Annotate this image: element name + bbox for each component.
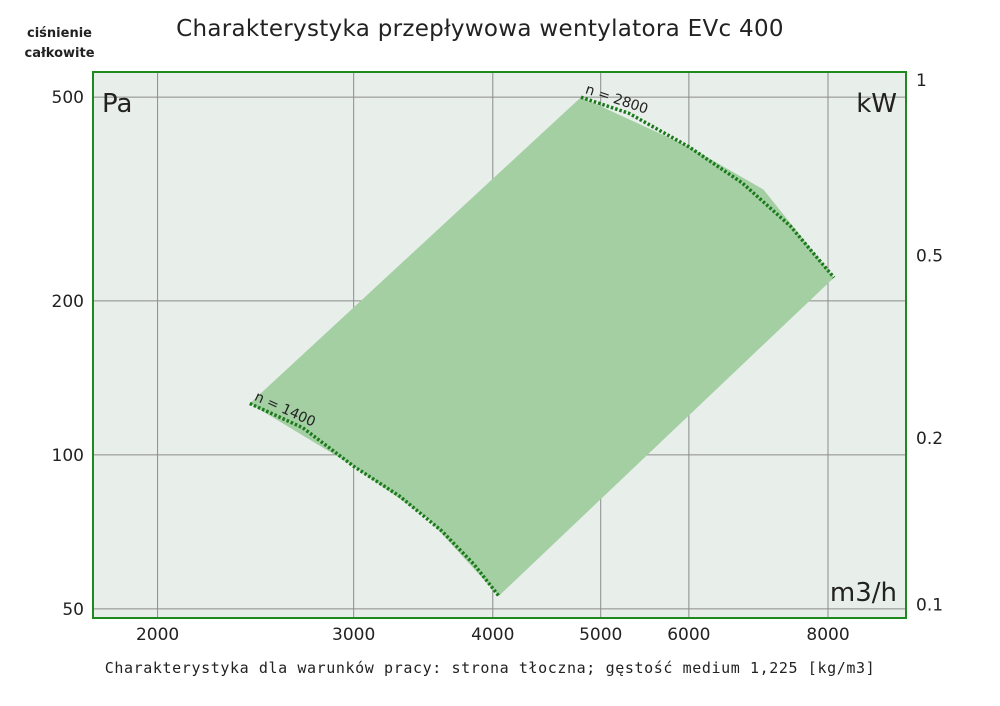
x-tick-label: 3000 bbox=[332, 625, 375, 645]
chart-title: Charakterystyka przepływowa wentylatora … bbox=[176, 16, 784, 42]
y-tick-label: 50 bbox=[62, 600, 84, 620]
y-unit-label: Pa bbox=[102, 89, 132, 119]
y2-tick-label: 0.5 bbox=[916, 247, 943, 267]
x-tick-label: 2000 bbox=[136, 625, 179, 645]
operating-range-area bbox=[249, 97, 835, 596]
x-tick-label: 5000 bbox=[579, 625, 622, 645]
speed-curve-n1400 bbox=[249, 401, 501, 598]
plot-frame bbox=[92, 71, 907, 619]
speed-curve-n2800 bbox=[580, 95, 836, 279]
y2-tick-label: 0.2 bbox=[916, 429, 943, 449]
y-axis-title-line1: ciśnienie bbox=[27, 26, 92, 41]
x-unit-label: m3/h bbox=[830, 578, 897, 608]
x-tick-label: 6000 bbox=[667, 625, 710, 645]
y2-tick-label: 1 bbox=[916, 71, 927, 91]
y-axis-title-line2: całkowite bbox=[24, 46, 95, 61]
y-tick-label: 200 bbox=[52, 292, 84, 312]
y2-tick-label: 0.1 bbox=[916, 596, 943, 616]
x-tick-label: 4000 bbox=[471, 625, 514, 645]
operating-conditions-note: Charakterystyka dla warunków pracy: stro… bbox=[104, 659, 876, 677]
y-tick-label: 500 bbox=[52, 88, 84, 108]
x-tick-label: 8000 bbox=[806, 625, 849, 645]
y-tick-label: 100 bbox=[52, 446, 84, 466]
y2-unit-label: kW bbox=[856, 89, 897, 119]
y-axis-title: ciśnienie całkowite bbox=[12, 24, 107, 64]
